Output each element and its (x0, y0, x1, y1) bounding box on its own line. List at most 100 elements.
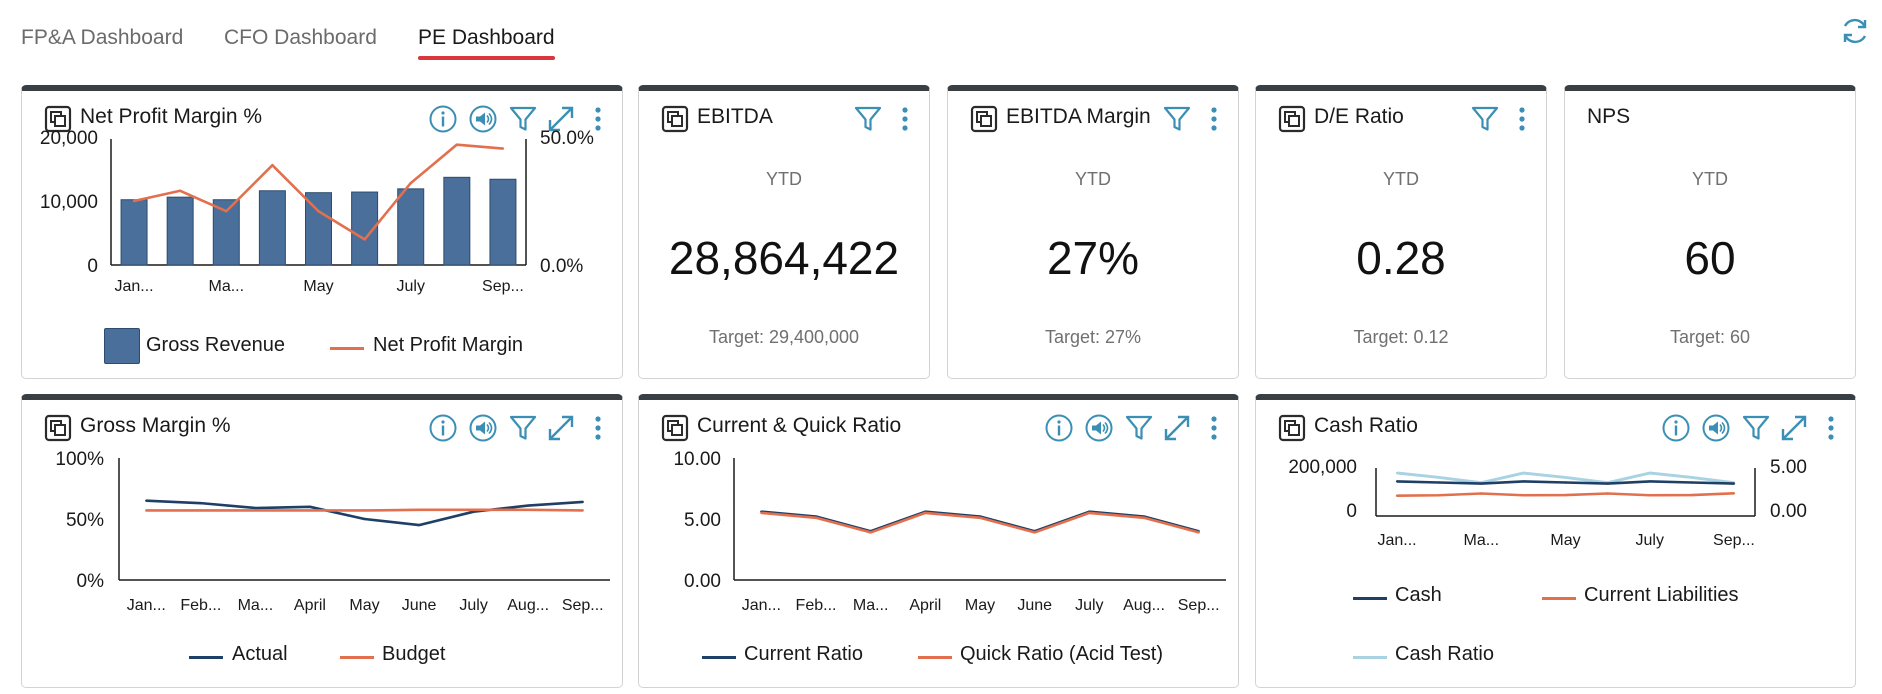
x-tick-label: May (965, 597, 995, 614)
line-quick-ratio-point (1142, 516, 1146, 519)
kpi-target: Target: 0.12 (1353, 327, 1449, 347)
x-tick-label: Sep... (482, 278, 524, 295)
line-budget-point (526, 508, 530, 512)
legend-cash-ratio[interactable]: Cash Ratio (1395, 643, 1494, 665)
card-gross-margin: Gross Margin % 100% 50% 0% Jan... Feb... Ma..… (21, 394, 623, 688)
card-title: Current & Quick Ratio (697, 414, 902, 437)
more-options-icon[interactable] (889, 103, 921, 135)
bar-gross-revenue (166, 196, 194, 266)
line-net-profit-margin-point (178, 189, 182, 192)
line-cash-ratio-point (1690, 476, 1694, 479)
line-budget-point (308, 509, 312, 512)
bar-gross-revenue (120, 199, 148, 266)
legend-cash[interactable]: Cash (1395, 584, 1442, 606)
more-options-icon[interactable] (1198, 103, 1230, 135)
line-cash-ratio-point (1395, 471, 1399, 475)
legend-line-cash (1353, 597, 1387, 600)
card-ebitda: EBITDA YTD 28,864,422 Target: 29,400,000 (638, 85, 930, 379)
line-net-profit-margin-point (132, 199, 136, 203)
copy-icon[interactable] (970, 105, 998, 133)
y-tick: 0% (77, 571, 105, 592)
line-quick-ratio-point (1033, 531, 1036, 534)
y-tick-left: 0 (1346, 501, 1357, 522)
line-quick-ratio-point (1197, 531, 1200, 534)
line-budget-point (145, 509, 148, 512)
x-tick-label: Sep... (1713, 532, 1755, 549)
legend-current-liabilities[interactable]: Current Liabilities (1584, 584, 1739, 606)
line-budget-point (472, 508, 475, 512)
current-quick-ratio-chart: 10.00 5.00 0.00 Jan... Feb... Ma... April May Ju… (673, 449, 1226, 614)
card-title: NPS (1587, 105, 1631, 128)
bar-gross-revenue (489, 178, 517, 266)
legend-line-quick-ratio (918, 656, 952, 659)
legend-current-ratio[interactable]: Current Ratio (744, 643, 863, 665)
x-tick-label: Jan... (114, 278, 153, 295)
line-cash-point (1648, 480, 1651, 483)
line-cash-point (1564, 481, 1567, 484)
legend-gross-revenue[interactable]: Gross Revenue (146, 334, 285, 356)
line-quick-ratio-point (1088, 511, 1091, 515)
bar-gross-revenue (397, 188, 425, 266)
legend-line-cash-ratio (1353, 656, 1387, 659)
filter-icon[interactable] (1161, 103, 1193, 135)
tab-fpa-dashboard[interactable]: FP&A Dashboard (21, 26, 183, 50)
line-cash-point (1522, 480, 1525, 483)
tab-cfo-dashboard[interactable]: CFO Dashboard (224, 26, 377, 50)
bar-gross-revenue (305, 192, 332, 266)
line-current-liabilities-point (1648, 494, 1651, 497)
kpi-period: YTD (766, 169, 802, 189)
gross-margin-chart: 100% 50% 0% Jan... Feb... Ma... April May June Ju… (55, 449, 610, 614)
legend-net-profit-margin[interactable]: Net Profit Margin (373, 334, 524, 356)
x-tick-label: Ma... (853, 597, 889, 614)
line-budget-point (363, 509, 366, 512)
y-tick: 0.00 (684, 571, 721, 592)
line-current-liabilities-point (1606, 492, 1609, 495)
legend-budget[interactable]: Budget (382, 643, 446, 665)
tab-pe-dashboard[interactable]: PE Dashboard (418, 26, 555, 60)
x-tick-label: Feb... (796, 597, 837, 614)
y-tick: 100% (55, 449, 104, 470)
x-tick-label: April (294, 597, 326, 614)
line-quick-ratio-point (760, 511, 763, 515)
card-de-ratio: D/E Ratio YTD 0.28 Target: 0.12 (1255, 85, 1547, 379)
cash-ratio-chart: 200,000 0 5.00 0.00 Jan... Ma... May July Sep... (1288, 457, 1807, 549)
legend-actual[interactable]: Actual (232, 643, 288, 665)
line-quick-ratio-point (814, 516, 818, 519)
line-current-liabilities-point (1437, 494, 1441, 497)
copy-icon[interactable] (661, 105, 689, 133)
line-quick-ratio-point (978, 516, 982, 519)
line-net-profit-margin-point (501, 147, 505, 150)
kpi-period: YTD (1692, 169, 1728, 189)
x-tick-label: May (1550, 532, 1580, 549)
legend-quick-ratio[interactable]: Quick Ratio (Acid Test) (960, 643, 1164, 665)
line-current-liabilities-point (1480, 492, 1483, 495)
x-tick-label: May (349, 597, 379, 614)
x-tick-label: July (1635, 532, 1663, 549)
line-cash-ratio-point (1564, 476, 1567, 479)
refresh-icon[interactable] (1838, 14, 1872, 48)
kpi-period: YTD (1383, 169, 1419, 189)
line-actual-point (363, 517, 366, 521)
x-tick-label: July (396, 278, 424, 295)
card-title: Net Profit Margin % (80, 105, 263, 128)
y-tick: 5.00 (684, 510, 721, 531)
filter-icon[interactable] (1469, 103, 1501, 135)
copy-icon[interactable] (1278, 105, 1306, 133)
y-tick-left: 10,000 (40, 192, 98, 213)
card-net-profit-margin: Net Profit Margin % 20,000 10,000 0 50.0% 0.… (21, 85, 623, 379)
legend-line-net-profit-margin (330, 347, 364, 350)
line-current-liabilities-point (1564, 493, 1567, 497)
line-budget-point (199, 509, 203, 512)
x-tick-label: Ma... (208, 278, 244, 295)
legend-line-current-ratio (702, 656, 736, 659)
x-tick-label: July (1075, 597, 1103, 614)
line-actual-point (308, 505, 312, 508)
filter-icon[interactable] (852, 103, 884, 135)
kpi-value: 0.28 (1356, 232, 1446, 284)
card-title: EBITDA (697, 105, 773, 128)
kpi-value: 27% (1046, 232, 1140, 284)
tab-label: FP&A Dashboard (21, 26, 184, 49)
bar-gross-revenue (443, 176, 471, 266)
more-options-icon[interactable] (1506, 103, 1538, 135)
x-tick-label: Aug... (507, 597, 549, 614)
